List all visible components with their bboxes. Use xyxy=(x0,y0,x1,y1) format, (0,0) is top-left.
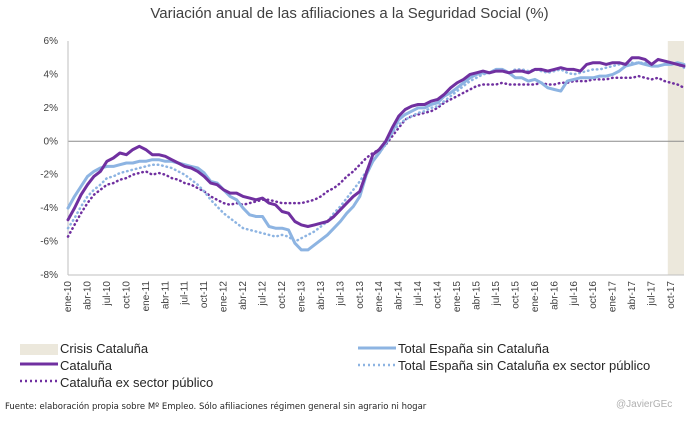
legend-label-total-ex: Total España sin Cataluña ex sector públ… xyxy=(398,358,651,373)
x-tick-label: jul-10 xyxy=(102,281,113,307)
legend-swatch-cataluna xyxy=(20,362,58,366)
x-tick-label: ene-11 xyxy=(141,281,152,312)
legend-swatch-crisis xyxy=(20,344,58,355)
x-tick-label: abr-11 xyxy=(160,281,171,310)
x-tick-label: abr-15 xyxy=(472,281,483,310)
x-tick-label: jul-17 xyxy=(647,281,658,307)
x-tick-label: jul-11 xyxy=(180,281,191,306)
x-tick-label: abr-14 xyxy=(394,281,405,310)
x-tick-label: ene-13 xyxy=(296,281,307,313)
x-tick-label: abr-16 xyxy=(549,281,560,310)
x-tick-label: oct-14 xyxy=(433,281,444,309)
legend-swatch-cataluna-ex xyxy=(20,379,58,383)
x-tick-label: abr-12 xyxy=(238,281,249,310)
x-tick-label: ene-15 xyxy=(452,281,463,313)
x-tick-label: oct-15 xyxy=(510,281,521,309)
y-tick-label: 4% xyxy=(44,69,59,80)
y-tick-label: -4% xyxy=(40,203,58,214)
tick-labels: -8% -6% -4% -2% 0% 2% 4% 6% ene-10 abr-10 jul-10 oc… xyxy=(40,36,677,312)
x-tick-label: abr-17 xyxy=(627,281,638,310)
y-tick-label: 2% xyxy=(44,103,59,114)
x-tick-label: oct-16 xyxy=(588,281,599,309)
x-tick-label: abr-13 xyxy=(316,281,327,310)
series-line-cataluna xyxy=(66,56,686,228)
x-tick-label: ene-12 xyxy=(219,281,230,313)
x-tick-label: jul-16 xyxy=(569,281,580,307)
legend-label-total: Total España sin Cataluña xyxy=(398,341,550,356)
source-note: Fuente: elaboración propia sobre Mº Empl… xyxy=(5,402,427,412)
crisis-region-band xyxy=(667,41,684,275)
y-tick-label: -2% xyxy=(40,170,58,181)
watermark: @JavierGEc xyxy=(616,399,673,410)
legend-label-crisis: Crisis Cataluña xyxy=(60,341,149,356)
legend-label-cataluna-ex: Cataluña ex sector público xyxy=(60,375,214,390)
x-tick-label: ene-16 xyxy=(530,281,541,313)
y-tick-label: -8% xyxy=(40,270,58,281)
legend-swatch-total-ex xyxy=(358,363,396,367)
y-tick-label: 6% xyxy=(44,36,59,47)
x-tick-label: ene-14 xyxy=(374,281,385,313)
x-tick-label: oct-13 xyxy=(355,281,366,309)
x-tick-label: oct-17 xyxy=(666,281,677,309)
x-tick-label: jul-14 xyxy=(413,281,424,307)
x-tick-label: jul-15 xyxy=(491,281,502,307)
series-line-total-espana-sin-cataluna xyxy=(66,61,686,252)
x-tick-label: abr-10 xyxy=(82,281,93,310)
series-lines xyxy=(66,56,686,252)
x-tick-label: oct-10 xyxy=(121,281,132,309)
y-tick-label: 0% xyxy=(44,136,59,147)
legend-swatch-total xyxy=(358,346,396,350)
y-tick-label: -6% xyxy=(40,237,58,248)
chart-title: Variación anual de las afiliaciones a la… xyxy=(150,5,549,22)
x-tick-label: ene-10 xyxy=(63,281,74,313)
crisis-shaded-region xyxy=(667,41,684,275)
x-tick-label: oct-12 xyxy=(277,281,288,309)
legend-label-cataluna: Cataluña xyxy=(60,358,113,373)
x-tick-label: jul-13 xyxy=(335,281,346,307)
x-tick-label: oct-11 xyxy=(199,281,210,308)
x-tick-label: ene-17 xyxy=(608,281,619,313)
x-tick-label: jul-12 xyxy=(258,281,269,307)
